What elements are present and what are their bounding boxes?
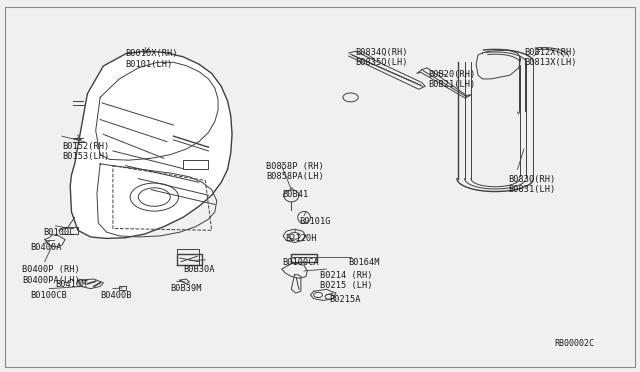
Text: RB00002C: RB00002C — [554, 340, 594, 349]
Text: B0215A: B0215A — [330, 295, 361, 304]
Text: B0812X(RH)
B0813X(LH): B0812X(RH) B0813X(LH) — [524, 48, 577, 67]
Text: B0B20(RH)
B0B21(LH): B0B20(RH) B0B21(LH) — [428, 70, 476, 89]
Text: B0834Q(RH)
B0835Q(LH): B0834Q(RH) B0835Q(LH) — [355, 48, 408, 67]
Text: B0B30A: B0B30A — [183, 265, 214, 275]
Text: B0214 (RH)
B0215 (LH): B0214 (RH) B0215 (LH) — [320, 271, 372, 290]
Polygon shape — [70, 51, 232, 238]
Text: B0100C: B0100C — [43, 228, 74, 237]
Text: B0010X(RH)
B0101(LH): B0010X(RH) B0101(LH) — [125, 49, 178, 69]
Text: B0B41: B0B41 — [282, 190, 308, 199]
Text: B0400P (RH)
B0400PA(LH): B0400P (RH) B0400PA(LH) — [22, 265, 79, 285]
Text: B0400A: B0400A — [30, 243, 61, 252]
Text: B0400B: B0400B — [100, 291, 132, 300]
Text: B2120H: B2120H — [285, 234, 316, 243]
Text: B0101G: B0101G — [300, 217, 331, 227]
Text: B0164M: B0164M — [349, 258, 380, 267]
Text: B0152(RH)
B0153(LH): B0152(RH) B0153(LH) — [62, 142, 109, 161]
Text: B0830(RH)
B0831(LH): B0830(RH) B0831(LH) — [508, 175, 556, 194]
Text: B0B39M: B0B39M — [170, 284, 202, 293]
Bar — [183, 160, 209, 169]
Text: B0410M: B0410M — [56, 280, 87, 289]
Text: B0858P (RH)
B0858PA(LH): B0858P (RH) B0858PA(LH) — [266, 162, 324, 182]
Text: B0100CB: B0100CB — [30, 291, 67, 300]
Text: B0100CA: B0100CA — [282, 258, 319, 267]
